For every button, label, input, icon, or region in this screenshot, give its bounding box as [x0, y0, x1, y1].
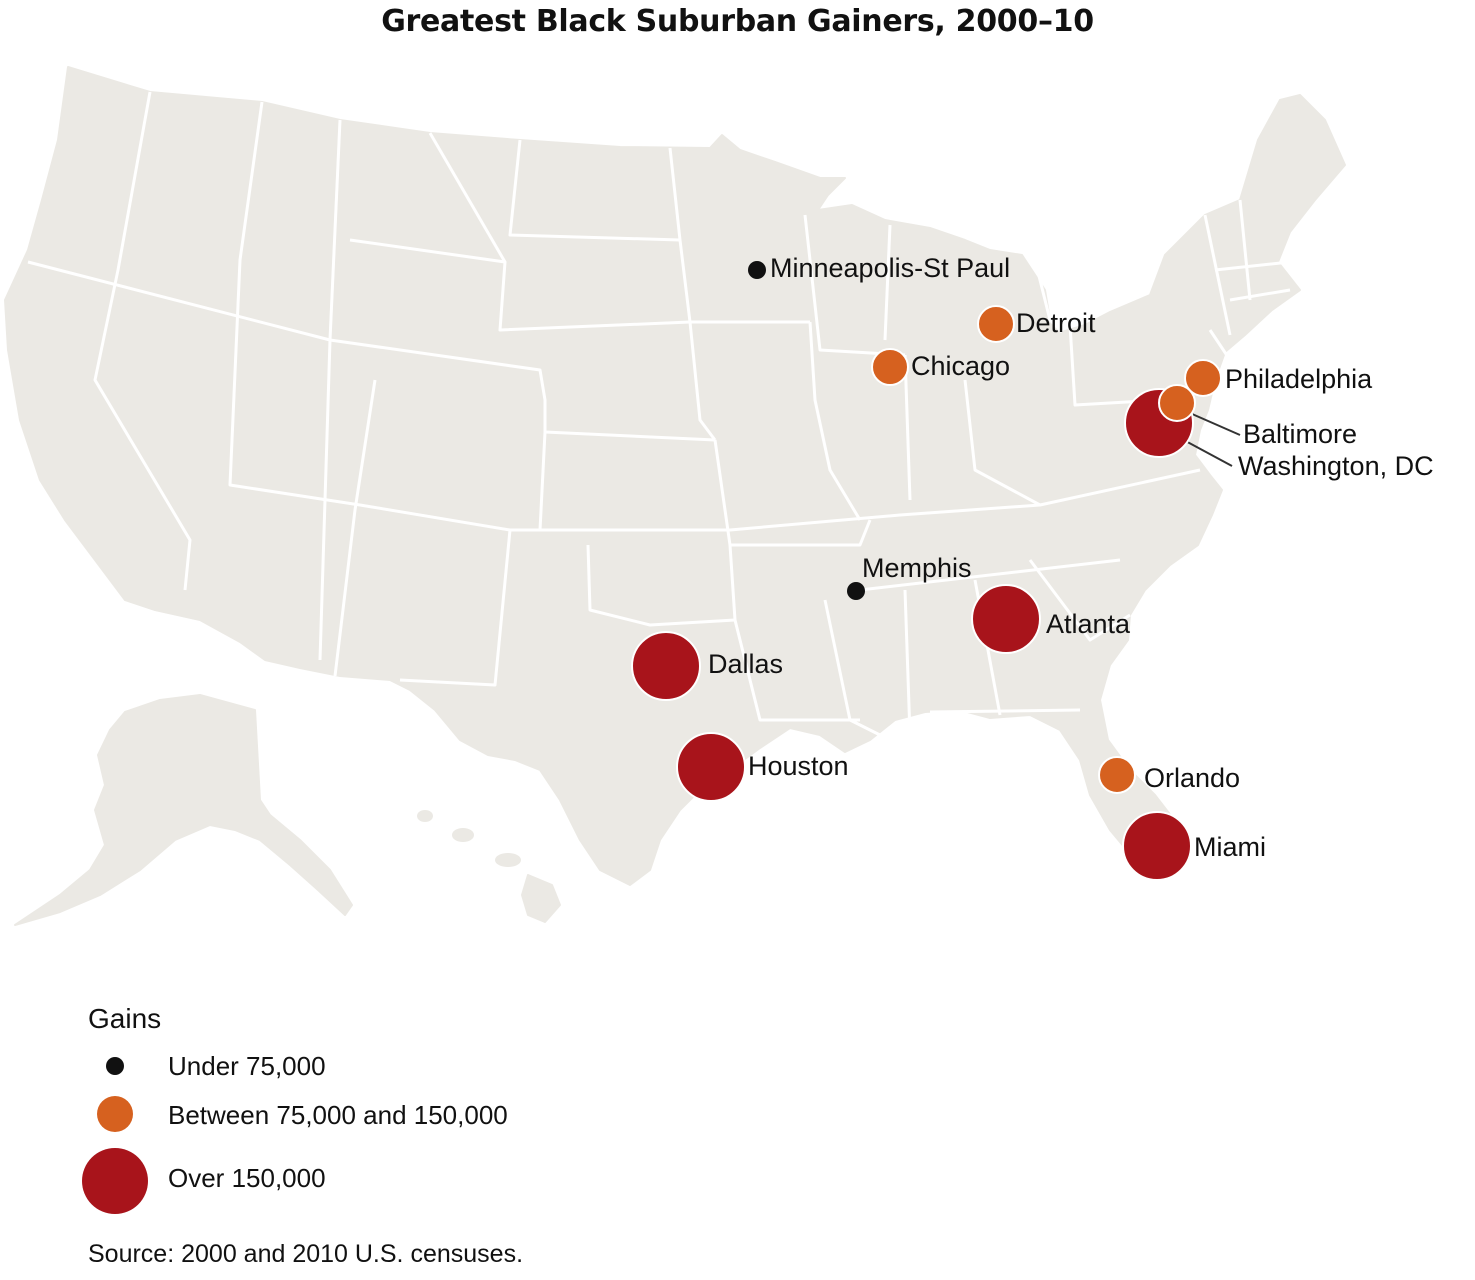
- marker-baltimore: [1158, 384, 1196, 422]
- label-philadelphia: Philadelphia: [1225, 364, 1373, 394]
- legend-label: Between 75,000 and 150,000: [168, 1100, 508, 1130]
- marker-memphis: [847, 582, 865, 600]
- us-map: [4, 66, 1346, 926]
- legend-label: Under 75,000: [168, 1051, 326, 1081]
- legend-swatch-medium-dot: [97, 1096, 133, 1132]
- contiguous-us-landmass: [4, 66, 1346, 886]
- label-miami: Miami: [1194, 832, 1266, 862]
- legend-label: Over 150,000: [168, 1163, 326, 1193]
- label-detroit: Detroit: [1016, 308, 1096, 338]
- legend-swatch-large-dot: [82, 1148, 148, 1214]
- label-washington: Washington, DC: [1238, 451, 1434, 481]
- label-dallas: Dallas: [708, 649, 784, 679]
- city-markers: [631, 261, 1222, 881]
- label-memphis: Memphis: [862, 553, 972, 583]
- us-land: [4, 66, 1346, 926]
- label-minneapolis: Minneapolis-St Paul: [770, 253, 1011, 283]
- marker-minneapolis: [748, 261, 766, 279]
- hawaii-island: [521, 874, 561, 923]
- label-houston: Houston: [748, 751, 849, 781]
- label-baltimore: Baltimore: [1243, 419, 1358, 449]
- legend-swatch-small-dot: [106, 1057, 124, 1075]
- marker-chicago: [871, 348, 909, 386]
- label-chicago: Chicago: [911, 351, 1011, 381]
- marker-orlando: [1098, 756, 1136, 794]
- legend-item-between-75000-150000: Between 75,000 and 150,000: [80, 1085, 680, 1145]
- label-orlando: Orlando: [1144, 763, 1241, 793]
- marker-atlanta: [971, 584, 1041, 654]
- marker-dallas: [631, 631, 701, 701]
- hawaii-oahu: [452, 828, 474, 842]
- marker-miami: [1122, 811, 1192, 881]
- legend-title: Gains: [88, 1003, 162, 1034]
- marker-detroit: [977, 305, 1015, 343]
- hawaii-kauai: [417, 810, 433, 822]
- source-note: Source: 2000 and 2010 U.S. censuses.: [88, 1240, 524, 1268]
- washington-leader-line: [1179, 437, 1233, 467]
- legend-item-over-150000: Over 150,000: [80, 1148, 680, 1214]
- label-atlanta: Atlanta: [1046, 609, 1131, 639]
- marker-philadelphia: [1184, 359, 1222, 397]
- state-borders: [27, 91, 1291, 737]
- legend-item-under-75000: Under 75,000: [80, 1036, 680, 1096]
- marker-houston: [676, 732, 746, 802]
- hawaii-maui: [495, 853, 521, 867]
- map-title: Greatest Black Suburban Gainers, 2000–10: [381, 4, 1094, 39]
- alaska-landmass: [14, 694, 353, 926]
